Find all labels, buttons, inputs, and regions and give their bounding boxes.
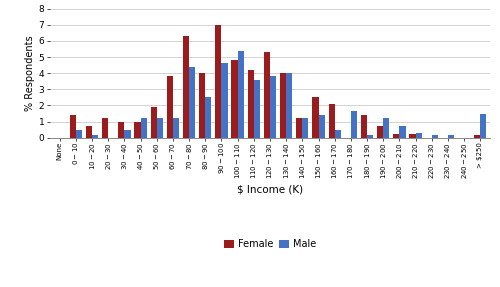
Bar bbox=[351, 111, 357, 138]
Bar bbox=[383, 118, 390, 138]
Bar bbox=[222, 63, 228, 138]
Bar bbox=[86, 127, 92, 138]
Bar bbox=[150, 107, 157, 138]
Bar bbox=[448, 135, 454, 138]
Bar bbox=[216, 25, 222, 138]
Bar bbox=[296, 118, 302, 138]
Bar bbox=[394, 134, 400, 138]
Bar bbox=[270, 76, 276, 138]
Bar bbox=[199, 73, 205, 138]
Legend: Female, Male: Female, Male bbox=[220, 236, 320, 253]
Bar bbox=[410, 134, 416, 138]
Bar bbox=[264, 52, 270, 138]
Bar bbox=[302, 118, 308, 138]
Bar bbox=[70, 115, 76, 138]
Bar bbox=[280, 73, 286, 138]
Bar bbox=[286, 73, 292, 138]
Bar bbox=[102, 118, 108, 138]
Bar bbox=[248, 70, 254, 138]
Bar bbox=[76, 130, 82, 138]
Bar bbox=[140, 118, 146, 138]
Bar bbox=[167, 76, 173, 138]
Bar bbox=[474, 135, 480, 138]
Bar bbox=[92, 135, 98, 138]
Bar bbox=[432, 135, 438, 138]
Bar bbox=[361, 115, 367, 138]
Bar bbox=[312, 97, 318, 138]
Bar bbox=[134, 122, 140, 138]
Bar bbox=[416, 133, 422, 138]
Bar bbox=[367, 135, 373, 138]
Bar bbox=[189, 67, 196, 138]
Y-axis label: % Respondents: % Respondents bbox=[24, 35, 34, 111]
X-axis label: $ Income (K): $ Income (K) bbox=[237, 184, 303, 194]
Bar bbox=[254, 79, 260, 138]
Bar bbox=[400, 126, 406, 138]
Bar bbox=[118, 122, 124, 138]
Bar bbox=[232, 60, 237, 138]
Bar bbox=[124, 130, 130, 138]
Bar bbox=[377, 127, 383, 138]
Bar bbox=[480, 114, 486, 138]
Bar bbox=[328, 104, 334, 138]
Bar bbox=[238, 51, 244, 138]
Bar bbox=[206, 97, 212, 138]
Bar bbox=[334, 130, 341, 138]
Bar bbox=[173, 118, 179, 138]
Bar bbox=[157, 118, 163, 138]
Bar bbox=[183, 36, 189, 138]
Bar bbox=[318, 115, 324, 138]
